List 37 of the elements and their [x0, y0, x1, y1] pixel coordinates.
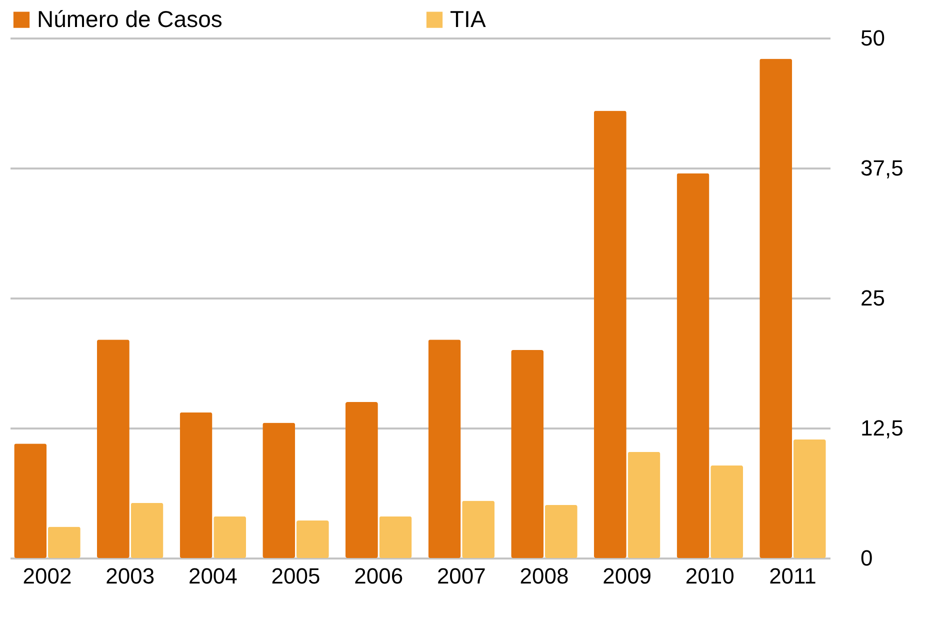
x-tick-label: 2009	[602, 564, 652, 588]
y-tick-label: 0	[860, 546, 873, 570]
bar	[379, 516, 412, 558]
y-tick-label: 50	[860, 26, 885, 50]
bar	[544, 504, 578, 558]
y-tick-label: 25	[860, 286, 885, 310]
x-tick-label: 2004	[188, 564, 238, 588]
bar	[130, 502, 164, 558]
bar	[594, 110, 626, 558]
bar	[710, 465, 744, 558]
bar	[511, 350, 544, 558]
bar	[262, 422, 296, 558]
y-tick-label: 37,5	[860, 156, 904, 180]
x-tick-label: 2005	[271, 564, 320, 588]
legend-label: Número de Casos	[37, 6, 222, 32]
x-tick-label: 2011	[769, 564, 816, 588]
bar	[428, 340, 461, 558]
bar	[14, 444, 47, 558]
bar	[180, 412, 212, 558]
x-tick-label: 2008	[520, 564, 569, 588]
bar	[96, 340, 130, 558]
y-tick-label: 12,5	[860, 416, 904, 440]
bar	[345, 402, 378, 558]
bar	[214, 516, 246, 558]
x-tick-label: 2007	[436, 564, 486, 588]
bar	[296, 520, 329, 558]
bar	[48, 526, 80, 558]
x-tick-label: 2010	[685, 564, 734, 588]
bar	[793, 439, 826, 558]
bar	[760, 58, 792, 558]
legend-label: TIA	[450, 6, 486, 32]
bar	[628, 452, 660, 558]
bar	[676, 173, 710, 558]
x-tick-label: 2003	[106, 564, 155, 588]
x-tick-label: 2002	[22, 564, 72, 588]
x-tick-label: 2006	[354, 564, 404, 588]
bar	[462, 500, 495, 558]
